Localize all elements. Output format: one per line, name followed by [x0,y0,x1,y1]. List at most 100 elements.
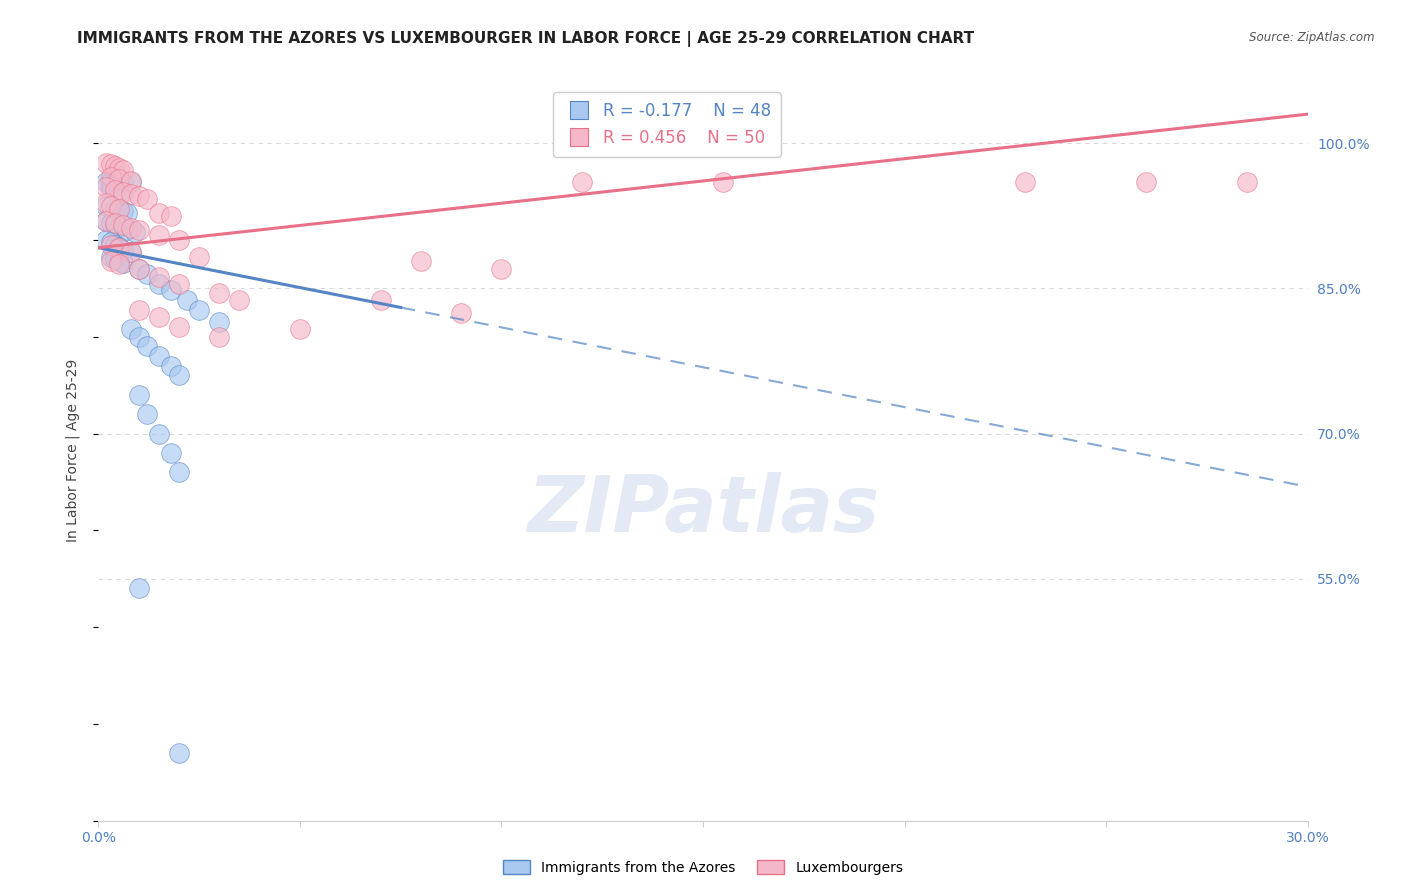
Point [208,315,231,329]
Point [100,251,122,265]
Point [103,237,125,252]
Point [103,202,125,216]
Point [128,223,150,237]
Point [120,221,142,235]
Point [96,155,118,169]
Point [100,237,122,252]
Point [111,243,134,257]
Point [107,161,129,176]
Point [711,175,734,189]
Point [107,254,129,268]
Point [100,235,122,249]
Point [450,305,472,319]
Point [103,183,125,197]
Point [1135,175,1157,189]
Text: IMMIGRANTS FROM THE AZORES VS LUXEMBOURGER IN LABOR FORCE | AGE 25-29 CORRELATIO: IMMIGRANTS FROM THE AZORES VS LUXEMBOURG… [77,31,974,47]
Point [107,202,129,216]
Point [160,359,183,373]
Text: ZIPatlas: ZIPatlas [527,472,879,548]
Point [96,233,118,247]
Point [135,267,157,281]
Point [120,174,142,188]
Point [148,349,170,363]
Point [148,310,170,325]
Point [148,269,170,284]
Point [135,192,157,206]
Point [96,199,118,213]
Point [148,206,170,220]
Point [103,215,125,229]
Point [111,163,134,178]
Point [107,241,129,255]
Point [103,160,125,174]
Point [160,209,183,223]
Point [103,219,125,233]
Point [370,293,392,307]
Point [100,169,122,184]
Point [107,175,129,189]
Point [167,277,190,291]
Point [107,240,129,254]
Point [111,219,134,233]
Point [107,257,129,271]
Point [103,252,125,267]
Point [128,330,150,344]
Point [1014,175,1036,189]
Point [120,322,142,336]
Point [148,277,170,291]
Point [115,223,138,237]
Point [491,262,513,277]
Point [188,251,211,265]
Point [124,225,146,239]
Point [160,283,183,297]
Point [167,465,190,479]
Point [96,196,118,211]
Point [160,446,183,460]
Point [100,157,122,171]
Point [288,322,311,336]
Point [167,368,190,383]
Point [107,189,129,203]
Point [111,185,134,199]
Point [167,746,190,760]
Point [100,175,122,189]
Point [135,407,157,421]
Point [111,175,134,189]
Point [100,199,122,213]
Point [115,206,138,220]
Point [100,179,122,194]
Legend: Immigrants from the Azores, Luxembourgers: Immigrants from the Azores, Luxembourger… [496,855,910,880]
Point [135,339,157,353]
Point [96,213,118,227]
Text: Source: ZipAtlas.com: Source: ZipAtlas.com [1250,31,1375,45]
Point [100,254,122,268]
Point [148,426,170,441]
Point [409,254,432,268]
Point [128,262,150,277]
Point [228,293,250,307]
Point [188,302,211,317]
Point [111,256,134,270]
Point [128,262,150,277]
Point [208,286,231,301]
Point [103,175,125,189]
Point [96,175,118,189]
Legend: R = -0.177    N = 48, R = 0.456    N = 50: R = -0.177 N = 48, R = 0.456 N = 50 [553,92,780,157]
Point [120,244,142,259]
Point [128,582,150,596]
Point [111,203,134,218]
Point [1236,175,1258,189]
Point [208,330,231,344]
Point [167,320,190,334]
Point [128,189,150,203]
Point [167,233,190,247]
Y-axis label: In Labor Force | Age 25-29: In Labor Force | Age 25-29 [65,359,80,542]
Point [120,186,142,201]
Point [120,244,142,259]
Point [120,175,142,189]
Point [176,293,198,307]
Point [107,172,129,186]
Point [148,228,170,243]
Point [128,302,150,317]
Point [107,220,129,235]
